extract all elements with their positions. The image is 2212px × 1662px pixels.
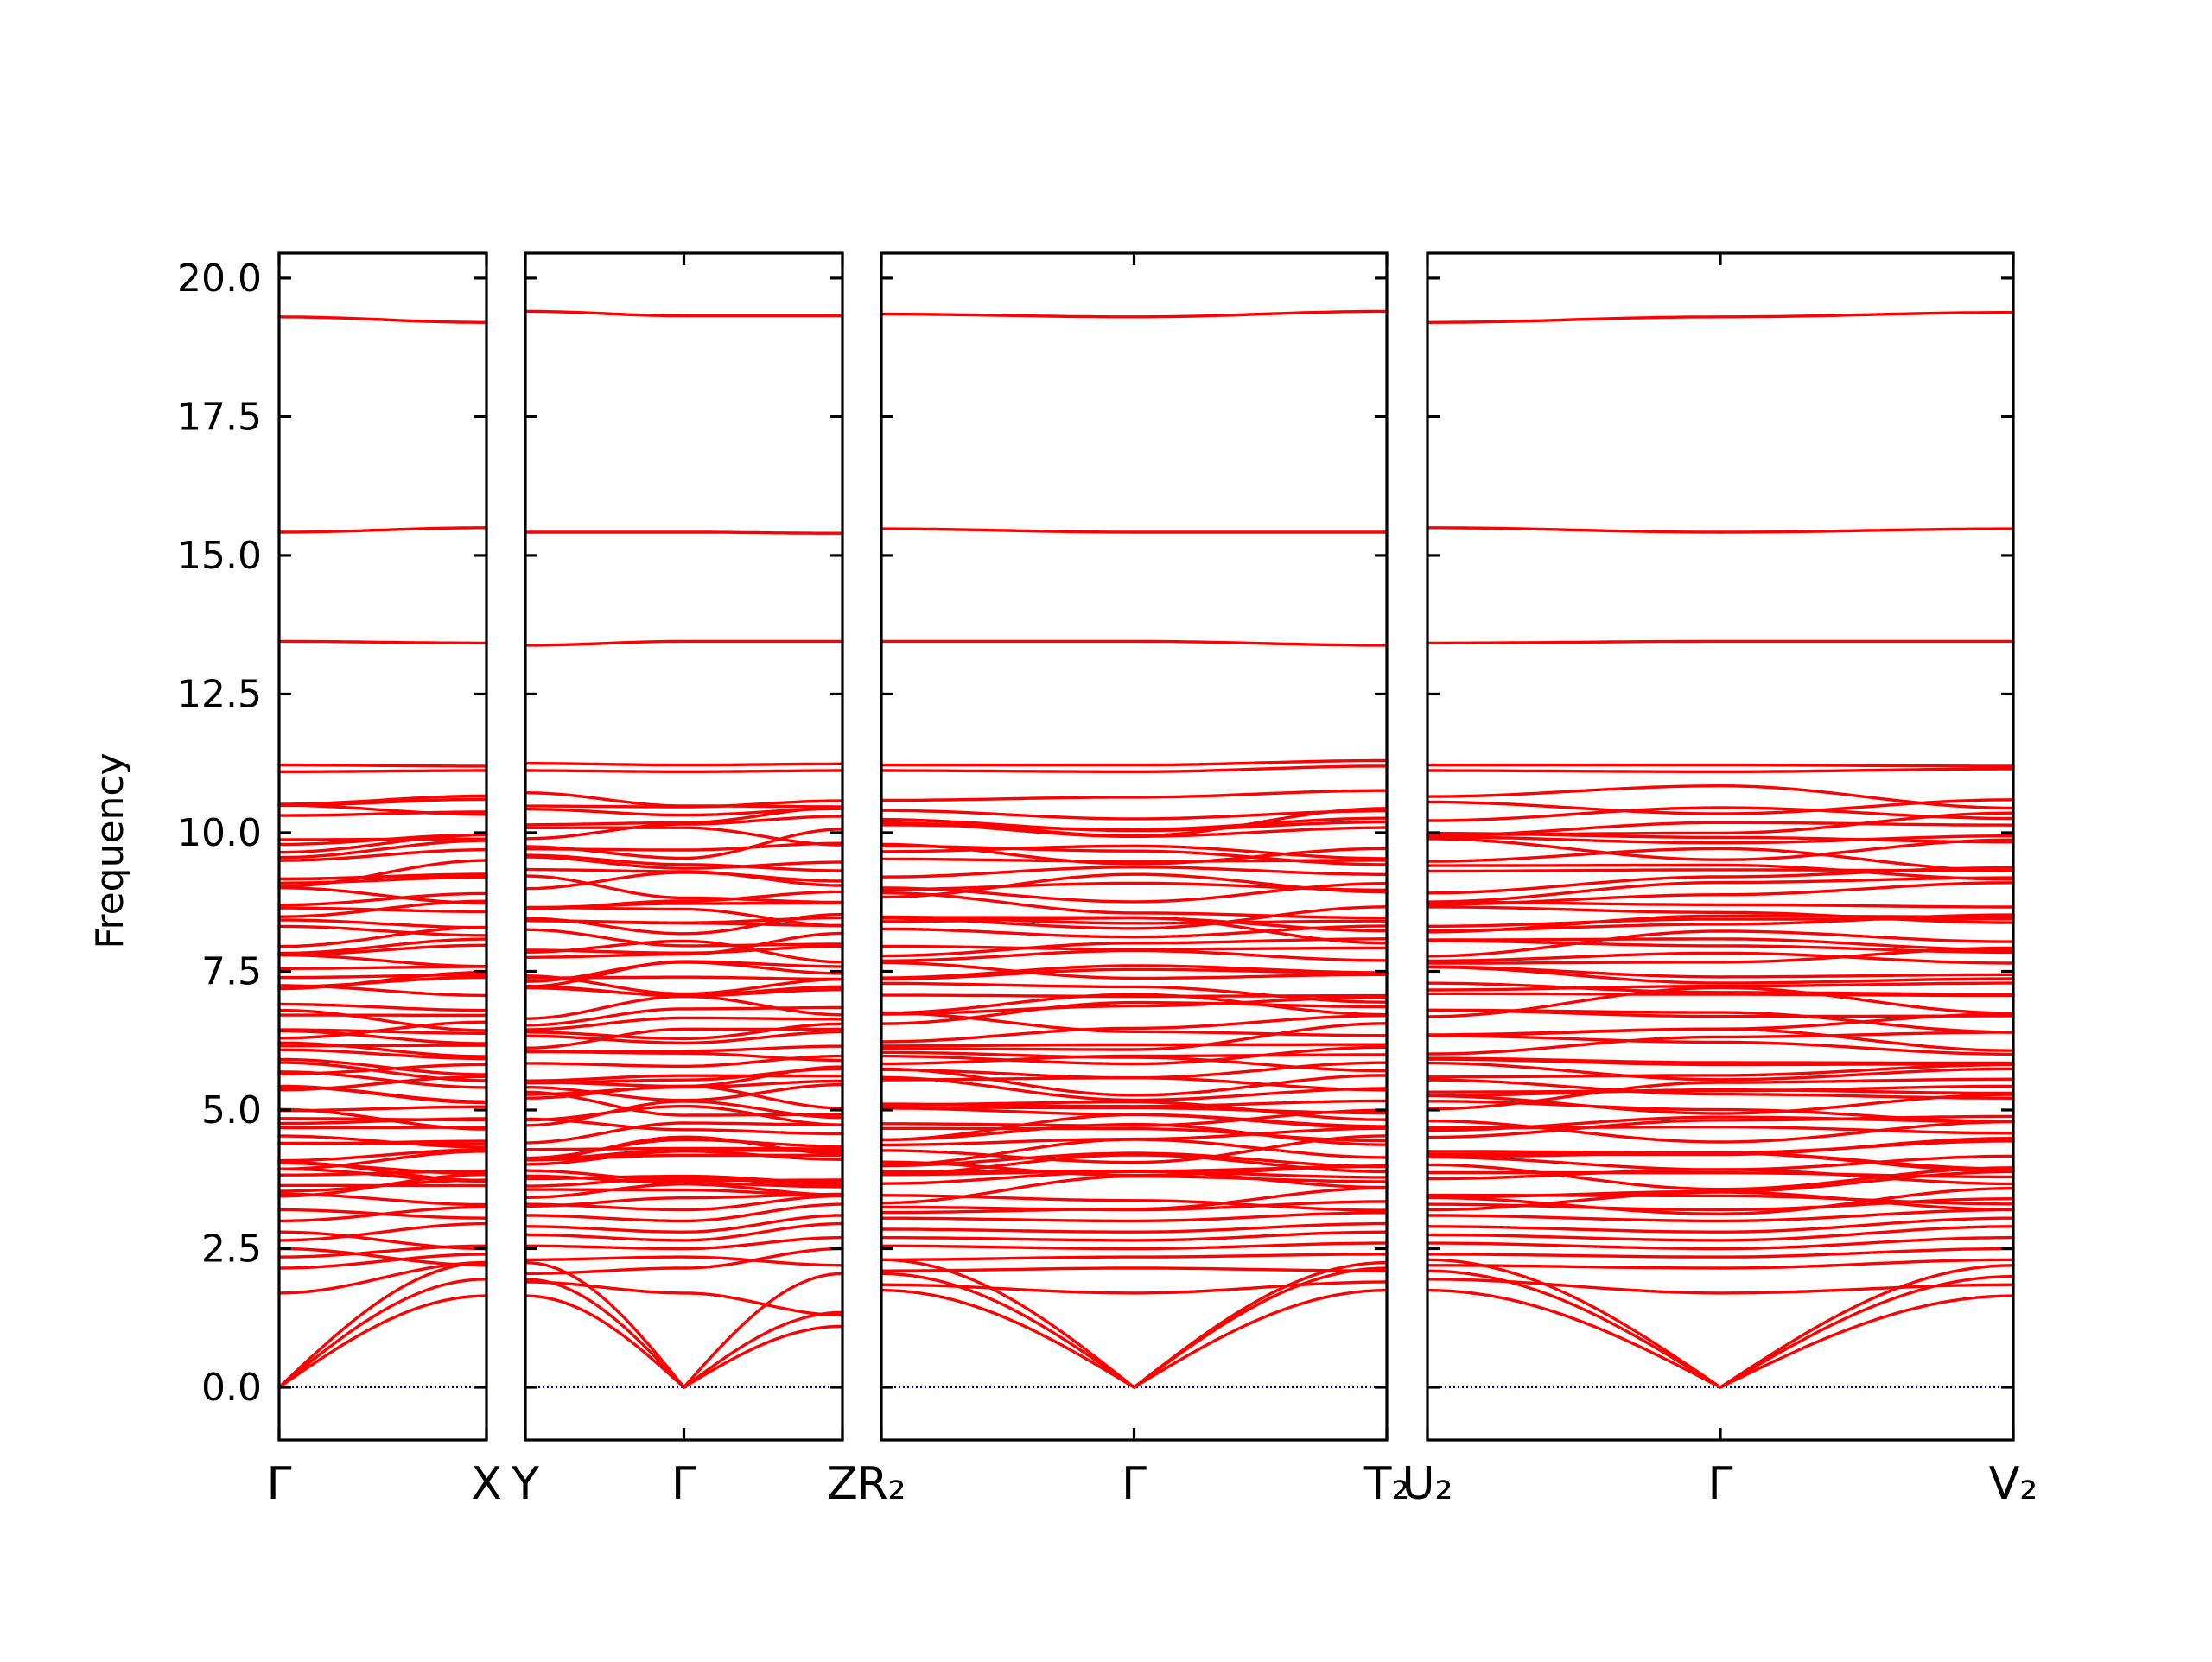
optical-branch-low-8: [279, 1210, 486, 1219]
optical-branch-18: [279, 1107, 486, 1111]
optical-branch-low-7: [1427, 1210, 2013, 1221]
optical-branch-high-5: [1427, 313, 2013, 323]
kpoint-label-Γ: Γ: [1122, 1458, 1147, 1510]
optical-branch-26: [525, 1052, 842, 1061]
kpoint-label-R₂: R₂: [857, 1458, 906, 1510]
optical-branch-high-4: [881, 529, 1387, 532]
optical-branch-28: [881, 1044, 1387, 1046]
optical-branch-high-4: [279, 528, 486, 532]
optical-branch-48: [881, 893, 1387, 918]
acoustic-branch-3: [881, 1259, 1387, 1387]
optical-branch-27: [525, 1046, 842, 1051]
optical-branch-high-1: [881, 766, 1387, 771]
optical-branch-low-2: [881, 1268, 1387, 1271]
optical-branch-high-4: [525, 532, 842, 533]
optical-branch-high-3: [881, 641, 1387, 645]
optical-branch-53: [1427, 870, 2013, 872]
y-tick-label: 2.5: [201, 1227, 262, 1271]
acoustic-branch-2: [1427, 1271, 2013, 1387]
kpoint-label-Y: Y: [511, 1458, 539, 1510]
optical-branch-31: [881, 1013, 1387, 1036]
optical-branch-34: [279, 1005, 486, 1011]
optical-branch-32: [279, 1011, 486, 1031]
y-tick-label: 15.0: [177, 534, 262, 578]
optical-branch-high-3: [279, 641, 486, 643]
optical-branch-35: [881, 995, 1387, 996]
optical-branch-high-5: [881, 311, 1387, 316]
acoustic-branch-2: [279, 1279, 486, 1387]
optical-branch-36: [881, 984, 1387, 1003]
optical-branch-high-2: [279, 765, 486, 766]
kpoint-label-Γ: Γ: [671, 1458, 696, 1510]
optical-branch-low-3: [525, 1257, 842, 1266]
optical-branch-40: [279, 955, 486, 967]
kpoint-label-V₂: V₂: [1989, 1458, 2037, 1510]
kpoint-label-Γ: Γ: [267, 1458, 292, 1510]
panel-3-bands: [881, 311, 1387, 1387]
y-tick-label: 5.0: [201, 1088, 262, 1132]
optical-branch-low-1: [881, 1282, 1387, 1293]
optical-branch-high-4: [1427, 528, 2013, 532]
optical-branch-low-2: [1427, 1259, 2013, 1268]
panel-4-bands: [1427, 313, 2013, 1387]
optical-branch-low-1: [1427, 1279, 2013, 1293]
y-tick-label: 12.5: [177, 672, 262, 716]
kpoint-label-Γ: Γ: [1708, 1458, 1733, 1510]
optical-branch-high-1: [1427, 769, 2013, 771]
optical-branch-high-2: [1427, 765, 2013, 766]
y-axis-label: Frequency: [88, 752, 132, 948]
optical-branch-62: [881, 790, 1387, 800]
kpoint-label-X: X: [471, 1458, 502, 1510]
acoustic-branch-3: [525, 1263, 842, 1388]
optical-branch-high-5: [525, 311, 842, 315]
acoustic-branch-1: [881, 1291, 1387, 1387]
optical-branch-49: [1427, 883, 2013, 904]
panel-1-bands: [279, 317, 486, 1387]
optical-branch-high-2: [525, 764, 842, 765]
y-tick-label: 7.5: [201, 949, 262, 993]
optical-branch-low-6: [881, 1224, 1387, 1233]
optical-branch-28: [279, 1045, 486, 1046]
optical-branch-high-3: [525, 641, 842, 645]
optical-branch-low-2: [525, 1249, 842, 1274]
y-tick-label: 10.0: [177, 811, 262, 855]
optical-branch-high-2: [881, 761, 1387, 765]
acoustic-branch-1: [1427, 1291, 2013, 1387]
panel-2-bands: [525, 311, 842, 1387]
optical-branch-13: [525, 1149, 842, 1150]
optical-branch-low-7: [881, 1213, 1387, 1221]
optical-branch-50: [881, 874, 1387, 897]
y-tick-label: 20.0: [177, 257, 262, 301]
panel-2-frame: [525, 253, 842, 1440]
acoustic-branch-3: [1427, 1259, 2013, 1387]
optical-branch-low-4: [881, 1243, 1387, 1248]
kpoint-label-Z: Z: [827, 1458, 858, 1510]
optical-branch-high-5: [279, 317, 486, 323]
optical-branch-62: [525, 793, 842, 807]
y-tick-label: 0.0: [201, 1366, 262, 1410]
optical-branch-high-3: [1427, 641, 2013, 643]
y-tick-label: 17.5: [177, 395, 262, 439]
optical-branch-52: [525, 870, 842, 885]
bands-layer: [279, 311, 2013, 1387]
kpoint-label-U₂: U₂: [1402, 1458, 1453, 1510]
optical-branch-low-3: [881, 1254, 1387, 1259]
optical-branch-42: [881, 946, 1387, 949]
